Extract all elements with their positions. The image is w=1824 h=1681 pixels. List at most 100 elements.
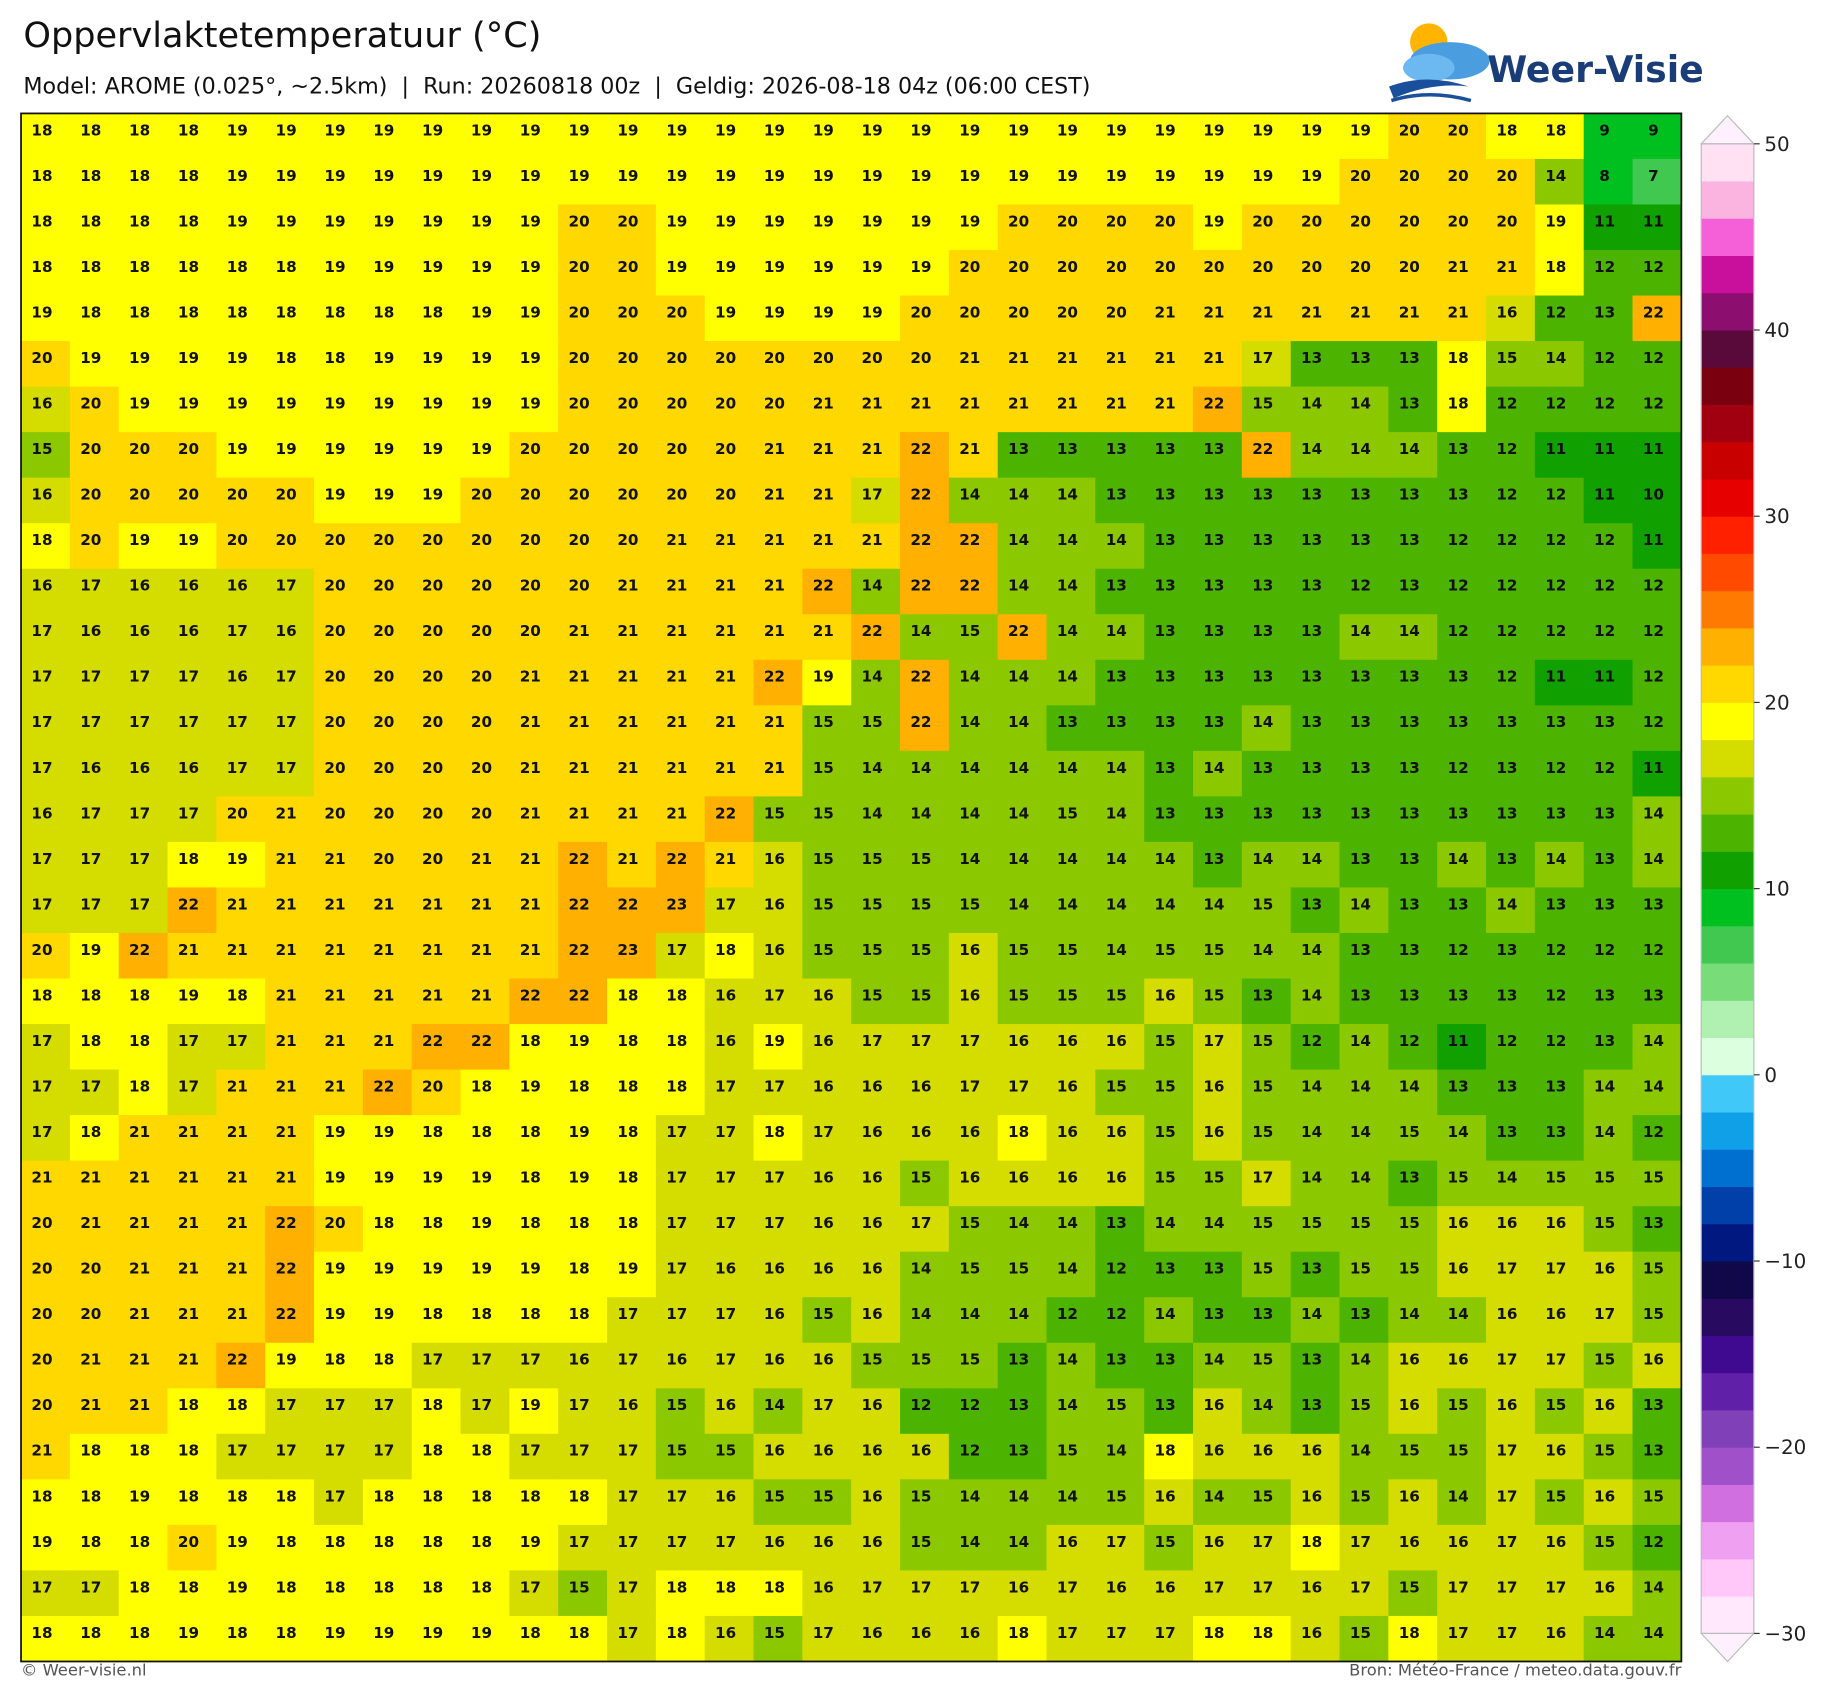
- temperature-value: 16: [1106, 1123, 1127, 1141]
- temperature-value: 19: [471, 1624, 492, 1642]
- temperature-value: 19: [715, 212, 736, 230]
- temperature-cell: [167, 1251, 218, 1298]
- temperature-cell: [1290, 204, 1341, 251]
- temperature-value: 20: [422, 577, 443, 595]
- temperature-cell: [997, 796, 1048, 843]
- temperature-value: 13: [1350, 486, 1371, 504]
- temperature-value: 18: [276, 1624, 297, 1642]
- temperature-value: 19: [959, 121, 980, 139]
- temperature-cell: [314, 932, 364, 980]
- temperature-value: 15: [1106, 1077, 1127, 1095]
- temperature-cell: [167, 1388, 218, 1435]
- temperature-value: 14: [910, 1260, 931, 1278]
- temperature-cell: [167, 204, 218, 251]
- temperature-value: 13: [1155, 577, 1176, 595]
- temperature-cell: [655, 1069, 706, 1116]
- temperature-cell: [1437, 1069, 1487, 1116]
- temperature-cell: [118, 1206, 169, 1253]
- temperature-cell: [1437, 1479, 1487, 1526]
- temperature-cell: [753, 1479, 804, 1526]
- temperature-cell: [1144, 477, 1194, 524]
- temperature-cell: [1388, 614, 1438, 661]
- temperature-value: 18: [1301, 1533, 1322, 1551]
- temperature-cell: [1193, 523, 1243, 570]
- temperature-cell: [900, 523, 950, 570]
- temperature-value: 13: [1350, 759, 1371, 777]
- temperature-value: 21: [715, 577, 736, 595]
- temperature-value: 14: [959, 713, 980, 731]
- temperature-value: 21: [1350, 303, 1371, 321]
- temperature-cell: [411, 659, 462, 707]
- temperature-cell: [655, 796, 706, 843]
- temperature-value: 20: [324, 713, 345, 731]
- temperature-cell: [900, 158, 950, 206]
- temperature-value: 21: [178, 1169, 199, 1187]
- temperature-value: 21: [1057, 395, 1078, 413]
- temperature-value: 12: [1545, 531, 1566, 549]
- temperature-cell: [265, 568, 315, 615]
- temperature-cell: [21, 341, 71, 388]
- temperature-value: 18: [617, 1123, 638, 1141]
- temperature-cell: [997, 295, 1048, 342]
- temperature-value: 20: [1203, 258, 1224, 276]
- temperature-value: 21: [324, 941, 345, 959]
- temperature-cell: [704, 1615, 755, 1663]
- temperature-value: 18: [324, 1533, 345, 1551]
- temperature-value: 13: [1203, 577, 1224, 595]
- temperature-cell: [1290, 113, 1341, 160]
- temperature-value: 14: [1057, 850, 1078, 868]
- temperature-cell: [1193, 568, 1243, 615]
- temperature-cell: [900, 204, 950, 251]
- temperature-cell: [753, 1160, 804, 1207]
- temperature-cell: [216, 750, 266, 798]
- temperature-cell: [265, 250, 315, 297]
- temperature-cell: [362, 386, 413, 433]
- logo-icon: [1389, 23, 1490, 103]
- temperature-value: 17: [129, 895, 150, 913]
- temperature-cell: [1632, 705, 1683, 752]
- temperature-value: 13: [1350, 986, 1371, 1004]
- temperature-cell: [1486, 1570, 1536, 1617]
- temperature-value: 18: [129, 212, 150, 230]
- temperature-cell: [1632, 750, 1683, 798]
- temperature-value: 18: [31, 1487, 52, 1505]
- temperature-value: 21: [178, 1214, 199, 1232]
- temperature-cell: [704, 750, 755, 798]
- temperature-value: 18: [373, 1214, 394, 1232]
- temperature-value: 19: [324, 486, 345, 504]
- temperature-value: 16: [1252, 1442, 1273, 1460]
- temperature-cell: [802, 841, 852, 889]
- temperature-cell: [460, 477, 511, 524]
- temperature-cell: [1193, 341, 1243, 388]
- temperature-value: 18: [1008, 1123, 1029, 1141]
- temperature-value: 15: [1057, 986, 1078, 1004]
- temperature-value: 20: [569, 349, 590, 367]
- temperature-value: 20: [569, 212, 590, 230]
- temperature-cell: [509, 1115, 559, 1162]
- temperature-value: 13: [1399, 759, 1420, 777]
- temperature-value: 14: [959, 759, 980, 777]
- temperature-cell: [997, 1069, 1048, 1116]
- temperature-cell: [411, 1251, 462, 1298]
- temperature-cell: [900, 932, 950, 980]
- temperature-value: 20: [31, 1305, 52, 1323]
- temperature-cell: [1193, 750, 1243, 798]
- temperature-cell: [1095, 614, 1145, 661]
- temperature-cell: [216, 386, 266, 433]
- temperature-value: 18: [80, 1442, 101, 1460]
- temperature-value: 16: [80, 759, 101, 777]
- temperature-value: 12: [1545, 1032, 1566, 1050]
- temperature-cell: [1144, 705, 1194, 752]
- temperature-cell: [314, 841, 364, 889]
- temperature-cell: [1241, 204, 1292, 251]
- temperature-cell: [1339, 295, 1390, 342]
- temperature-cell: [1388, 1069, 1438, 1116]
- temperature-value: 11: [1594, 486, 1615, 504]
- temperature-value: 16: [862, 1533, 883, 1551]
- temperature-cell: [558, 523, 608, 570]
- temperature-cell: [1046, 1069, 1097, 1116]
- temperature-value: 14: [1643, 1032, 1664, 1050]
- temperature-value: 12: [1643, 713, 1664, 731]
- temperature-cell: [21, 705, 71, 752]
- temperature-value: 19: [471, 349, 492, 367]
